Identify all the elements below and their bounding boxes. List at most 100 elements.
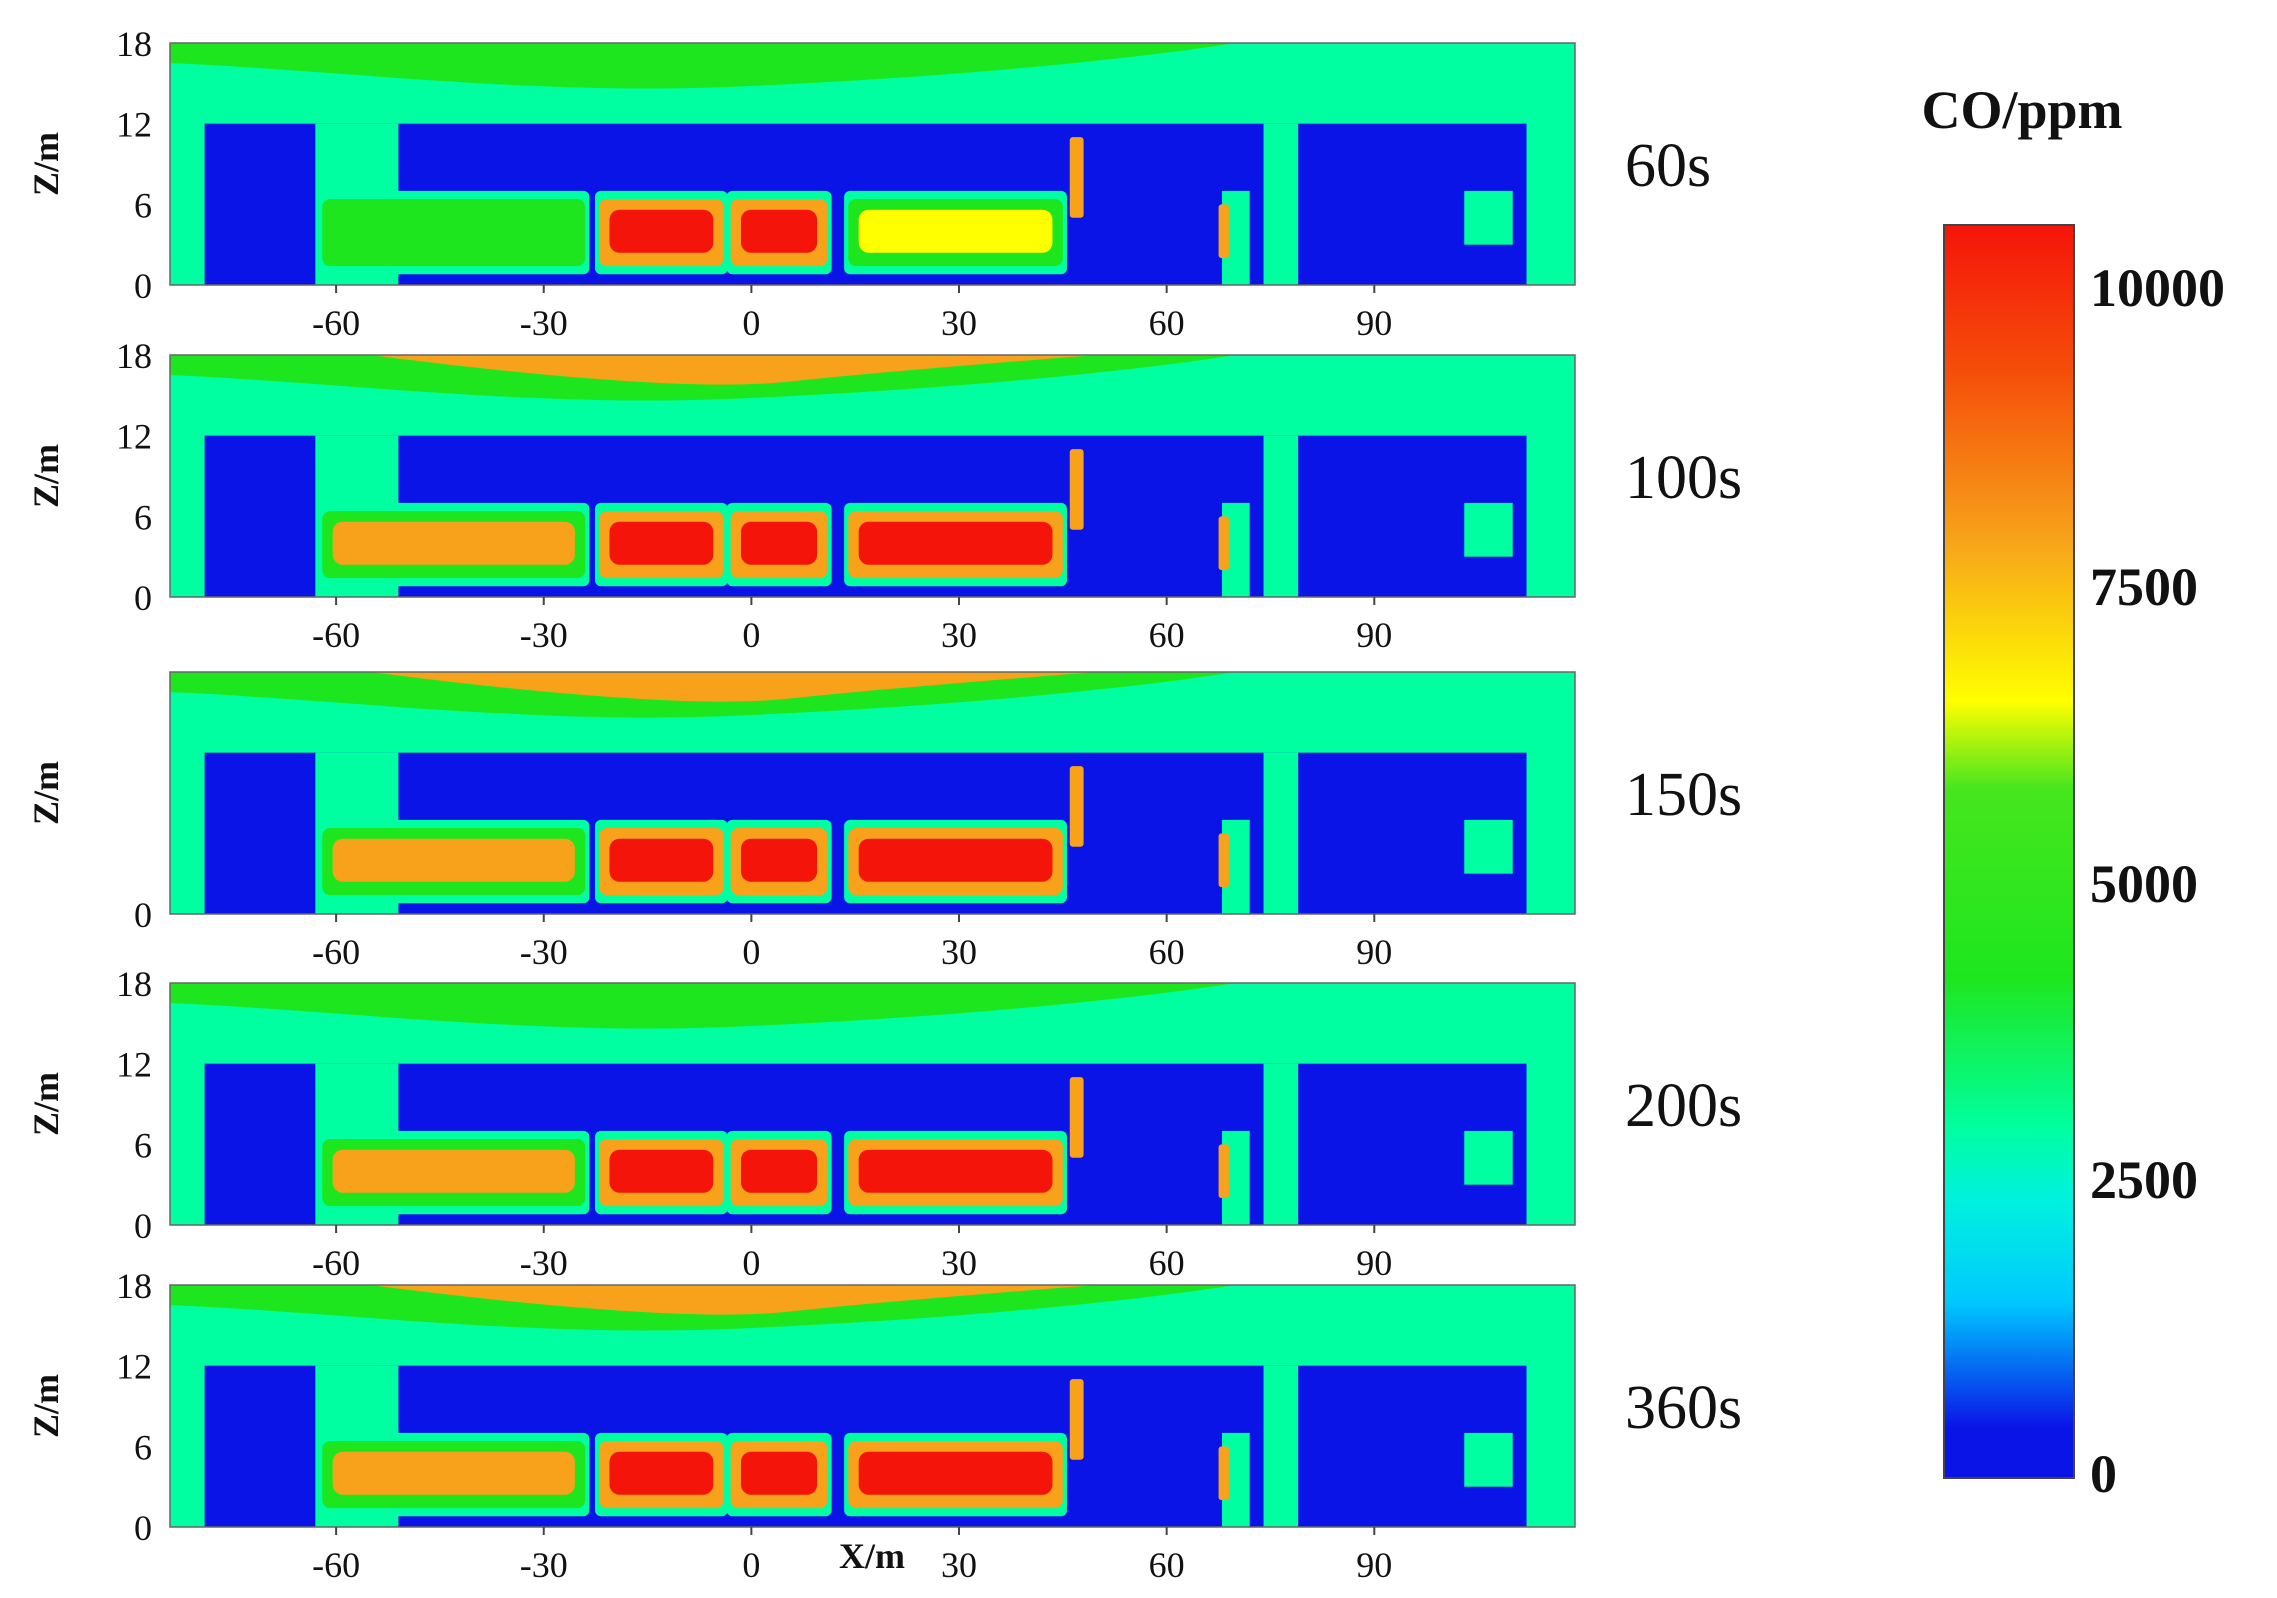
x-tick-label: 90 xyxy=(1356,303,1392,343)
x-tick-label: 0 xyxy=(742,932,760,972)
vent-region xyxy=(1464,190,1513,245)
time-label: 60s xyxy=(1625,132,1711,200)
panel-60s: -60 -30 0 30 60 90 0 6 12 18 Z/m 60s xyxy=(26,24,1711,343)
ceiling-smoke-core xyxy=(370,355,1098,385)
time-label: 360s xyxy=(1625,1374,1742,1442)
vent-region xyxy=(1464,502,1513,557)
vehicle-fire-core xyxy=(332,1451,575,1495)
x-tick-label: 30 xyxy=(941,932,977,972)
colorbar: CO/ppm 10000 7500 5000 2500 0 xyxy=(1921,80,2225,1504)
y-tick-label: 12 xyxy=(116,417,152,457)
vehicle-fire-core xyxy=(609,1451,714,1495)
panel-360s: -60 -30 0 30 60 90 0 6 12 18 Z/m 360s xyxy=(26,1266,1742,1585)
y-tick-label: 18 xyxy=(116,964,152,1004)
vehicle-fire-core xyxy=(609,521,714,565)
vent-region xyxy=(1464,1130,1513,1185)
y-tick-label: 18 xyxy=(116,336,152,376)
x-tick-label: -60 xyxy=(312,303,360,343)
vehicle-fire-core xyxy=(858,838,1053,882)
x-tick-label: 60 xyxy=(1149,1545,1185,1585)
y-tick-label: 0 xyxy=(134,266,152,306)
vent-region xyxy=(1464,1432,1513,1487)
ceiling-smoke-core xyxy=(370,672,1098,702)
hot-spot xyxy=(1218,833,1229,888)
vehicle-fire-core xyxy=(740,209,818,253)
vehicle-fire-core xyxy=(609,838,714,882)
panel-200s: -60 -30 0 30 60 90 0 6 12 18 Z/m 200s xyxy=(26,964,1742,1283)
y-tick-label: 12 xyxy=(116,1045,152,1085)
vehicle-fire-core xyxy=(740,838,818,882)
vehicle-fire-core xyxy=(609,209,714,253)
time-label: 200s xyxy=(1625,1072,1742,1140)
y-tick-label: 0 xyxy=(134,1206,152,1246)
panel-frame xyxy=(169,354,1576,598)
y-tick-label: 6 xyxy=(134,497,152,537)
vehicle-fire-core xyxy=(858,521,1053,565)
pillar-region xyxy=(1263,435,1299,597)
vehicle-fire-core xyxy=(332,838,575,882)
vehicle-fire-core xyxy=(858,1451,1053,1495)
ceiling-smoke-core xyxy=(370,1285,1098,1315)
x-tick-label: -60 xyxy=(312,932,360,972)
panel-frame xyxy=(169,42,1576,286)
y-tick-label: 12 xyxy=(116,1347,152,1387)
x-tick-label: -30 xyxy=(520,932,568,972)
x-tick-label: 90 xyxy=(1356,615,1392,655)
x-tick-label: 30 xyxy=(941,1243,977,1283)
colorbar-tick-label: 7500 xyxy=(2090,557,2198,617)
hot-spot xyxy=(1069,766,1084,847)
vehicle-fire-core xyxy=(740,1149,818,1193)
vehicle-fire-core xyxy=(332,1149,575,1193)
time-label: 100s xyxy=(1625,444,1742,512)
x-tick-label: -60 xyxy=(312,615,360,655)
x-tick-label: 60 xyxy=(1149,1243,1185,1283)
x-tick-label: -30 xyxy=(520,1545,568,1585)
colorbar-tick-label: 0 xyxy=(2090,1444,2117,1504)
x-tick-label: 60 xyxy=(1149,615,1185,655)
x-tick-label: 0 xyxy=(742,303,760,343)
pillar-region xyxy=(1263,123,1299,286)
ceiling-smoke-core xyxy=(370,983,1098,1013)
pillar-region xyxy=(1263,1365,1299,1527)
vehicle-fire-core xyxy=(740,521,818,565)
x-tick-label: -30 xyxy=(520,303,568,343)
x-tick-label: 90 xyxy=(1356,1545,1392,1585)
x-tick-label: 30 xyxy=(941,303,977,343)
y-axis-label: Z/m xyxy=(26,1374,66,1438)
hot-spot xyxy=(1069,1077,1084,1158)
colorbar-tick-label: 10000 xyxy=(2090,258,2225,318)
colorbar-title: CO/ppm xyxy=(1921,80,2122,140)
x-tick-label: -30 xyxy=(520,615,568,655)
y-tick-label: 6 xyxy=(134,1125,152,1165)
vehicle-fire-core xyxy=(609,1149,714,1193)
panel-frame xyxy=(169,671,1576,915)
vent-region xyxy=(1464,819,1513,874)
y-tick-label: 0 xyxy=(134,578,152,618)
panel-100s: -60 -30 0 30 60 90 0 6 12 18 Z/m 100s xyxy=(26,336,1742,655)
y-tick-label: 0 xyxy=(134,1508,152,1548)
x-tick-label: 30 xyxy=(941,1545,977,1585)
hot-spot xyxy=(1218,1446,1229,1501)
hot-spot xyxy=(1069,449,1084,530)
pillar-region xyxy=(1263,1063,1299,1225)
vehicle-fire-core xyxy=(858,1149,1053,1193)
hot-spot xyxy=(1069,137,1084,218)
x-tick-label: 30 xyxy=(941,615,977,655)
panel-150s: -60 -30 0 30 60 90 0 Z/m 150s xyxy=(26,671,1742,972)
vehicle-fire-core xyxy=(858,209,1053,253)
x-tick-label: 90 xyxy=(1356,932,1392,972)
x-tick-label: 0 xyxy=(742,615,760,655)
pillar-region xyxy=(1263,752,1299,914)
colorbar-tick-label: 2500 xyxy=(2090,1150,2198,1210)
hot-spot xyxy=(1218,204,1229,259)
x-axis-label: X/m xyxy=(839,1536,905,1576)
vehicle-fire-core xyxy=(740,1451,818,1495)
vehicle-fire-core xyxy=(332,209,575,253)
y-tick-label: 18 xyxy=(116,1266,152,1306)
panel-frame xyxy=(169,1284,1576,1528)
ceiling-smoke-core xyxy=(370,43,1098,73)
y-tick-label: 0 xyxy=(134,895,152,935)
x-tick-label: -30 xyxy=(520,1243,568,1283)
